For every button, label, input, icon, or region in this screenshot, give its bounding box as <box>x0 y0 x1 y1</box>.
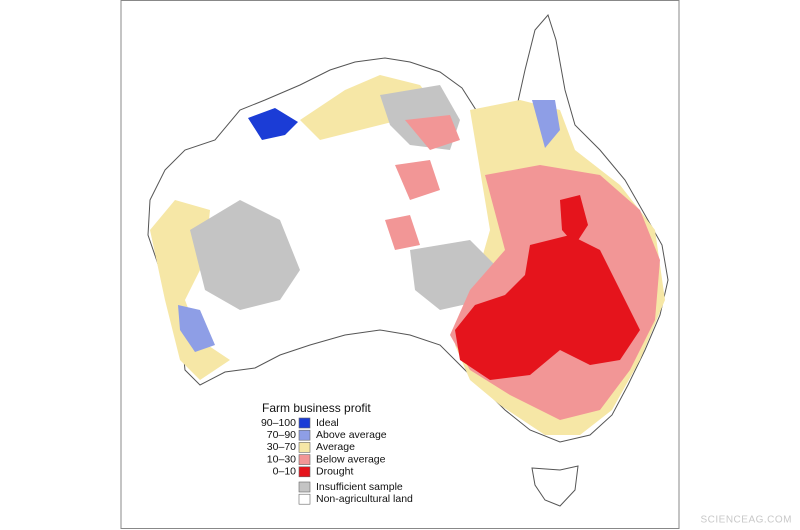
below-average-nw <box>395 160 440 200</box>
legend-label: Insufficient sample <box>316 481 403 493</box>
above-average-ne <box>532 100 560 148</box>
drought-north <box>560 195 588 245</box>
legend-label: Ideal <box>316 417 339 429</box>
legend-range: 30–70 <box>267 441 296 453</box>
legend-swatch <box>298 417 311 429</box>
legend-swatch <box>298 466 311 478</box>
legend: Farm business profit 90–100 Ideal 70–90 Abo… <box>261 401 413 505</box>
tasmania <box>531 465 579 507</box>
below-average-c <box>385 215 420 250</box>
map <box>147 14 669 507</box>
legend-swatch <box>298 481 311 493</box>
legend-title: Farm business profit <box>262 401 371 415</box>
legend-label: Above average <box>316 429 387 441</box>
legend-range: 90–100 <box>261 417 296 429</box>
legend-range: 70–90 <box>267 429 296 441</box>
legend-swatch <box>298 442 311 453</box>
legend-label: Average <box>316 441 355 453</box>
legend-swatch <box>298 493 311 505</box>
legend-label: Drought <box>316 466 353 478</box>
legend-label: Below average <box>316 453 386 465</box>
legend-swatch <box>298 454 311 465</box>
ideal-kimberley <box>248 108 298 140</box>
average-west <box>150 200 230 380</box>
drought-region <box>455 235 640 380</box>
grey-west <box>190 200 300 310</box>
legend-swatch <box>298 429 311 441</box>
below-average-n <box>405 115 460 150</box>
watermark: SCIENCEAG.COM <box>700 515 792 526</box>
legend-range: 0–10 <box>273 466 297 478</box>
above-average-sw <box>178 305 215 352</box>
legend-rows: 90–100 Ideal 70–90 Above average 30–70 Averag… <box>261 417 413 505</box>
legend-label: Non-agricultural land <box>316 493 413 505</box>
legend-range: 10–30 <box>267 453 296 465</box>
